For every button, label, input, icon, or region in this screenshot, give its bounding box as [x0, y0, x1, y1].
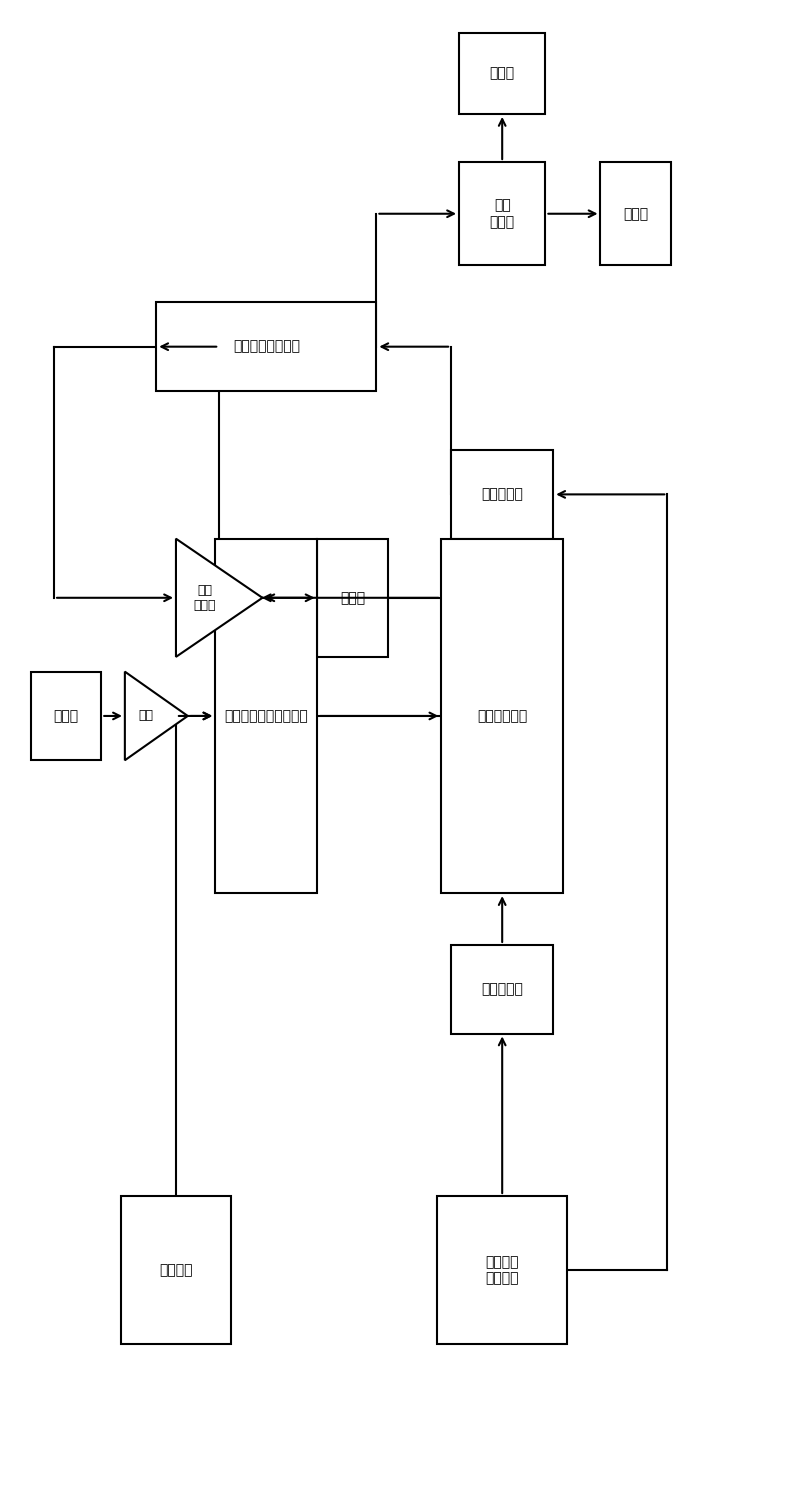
Text: 不凝气: 不凝气: [490, 67, 514, 81]
Bar: [156, 303, 377, 391]
Text: 高温熔盐泵: 高温熔盐泵: [482, 983, 523, 996]
Bar: [601, 163, 671, 265]
Bar: [451, 945, 554, 1033]
Bar: [438, 1196, 567, 1343]
Bar: [459, 33, 546, 113]
Bar: [442, 538, 563, 893]
Polygon shape: [125, 671, 188, 760]
Text: 第一、二级分离器: 第一、二级分离器: [233, 340, 300, 353]
Bar: [318, 538, 388, 658]
Text: 撞击流反应器: 撞击流反应器: [477, 708, 527, 723]
Bar: [30, 671, 102, 760]
Text: 生物炭: 生物炭: [340, 590, 366, 605]
Text: 生物油: 生物油: [623, 207, 648, 221]
Text: 调频电机: 调频电机: [159, 1263, 193, 1276]
Bar: [215, 538, 318, 893]
Text: 料斗: 料斗: [138, 710, 154, 723]
Polygon shape: [176, 538, 262, 658]
Bar: [459, 163, 546, 265]
Text: 生物质: 生物质: [54, 708, 78, 723]
Text: 进料套筒及螺旋进料棒: 进料套筒及螺旋进料棒: [225, 708, 308, 723]
Text: 高温离子
液体储罐: 高温离子 液体储罐: [486, 1255, 519, 1285]
Text: 冷凝
分离器: 冷凝 分离器: [490, 198, 514, 228]
Bar: [121, 1196, 231, 1343]
Text: 高温熔盐泵: 高温熔盐泵: [482, 488, 523, 501]
Text: 旋风
分离器: 旋风 分离器: [194, 584, 216, 611]
Bar: [451, 450, 554, 538]
